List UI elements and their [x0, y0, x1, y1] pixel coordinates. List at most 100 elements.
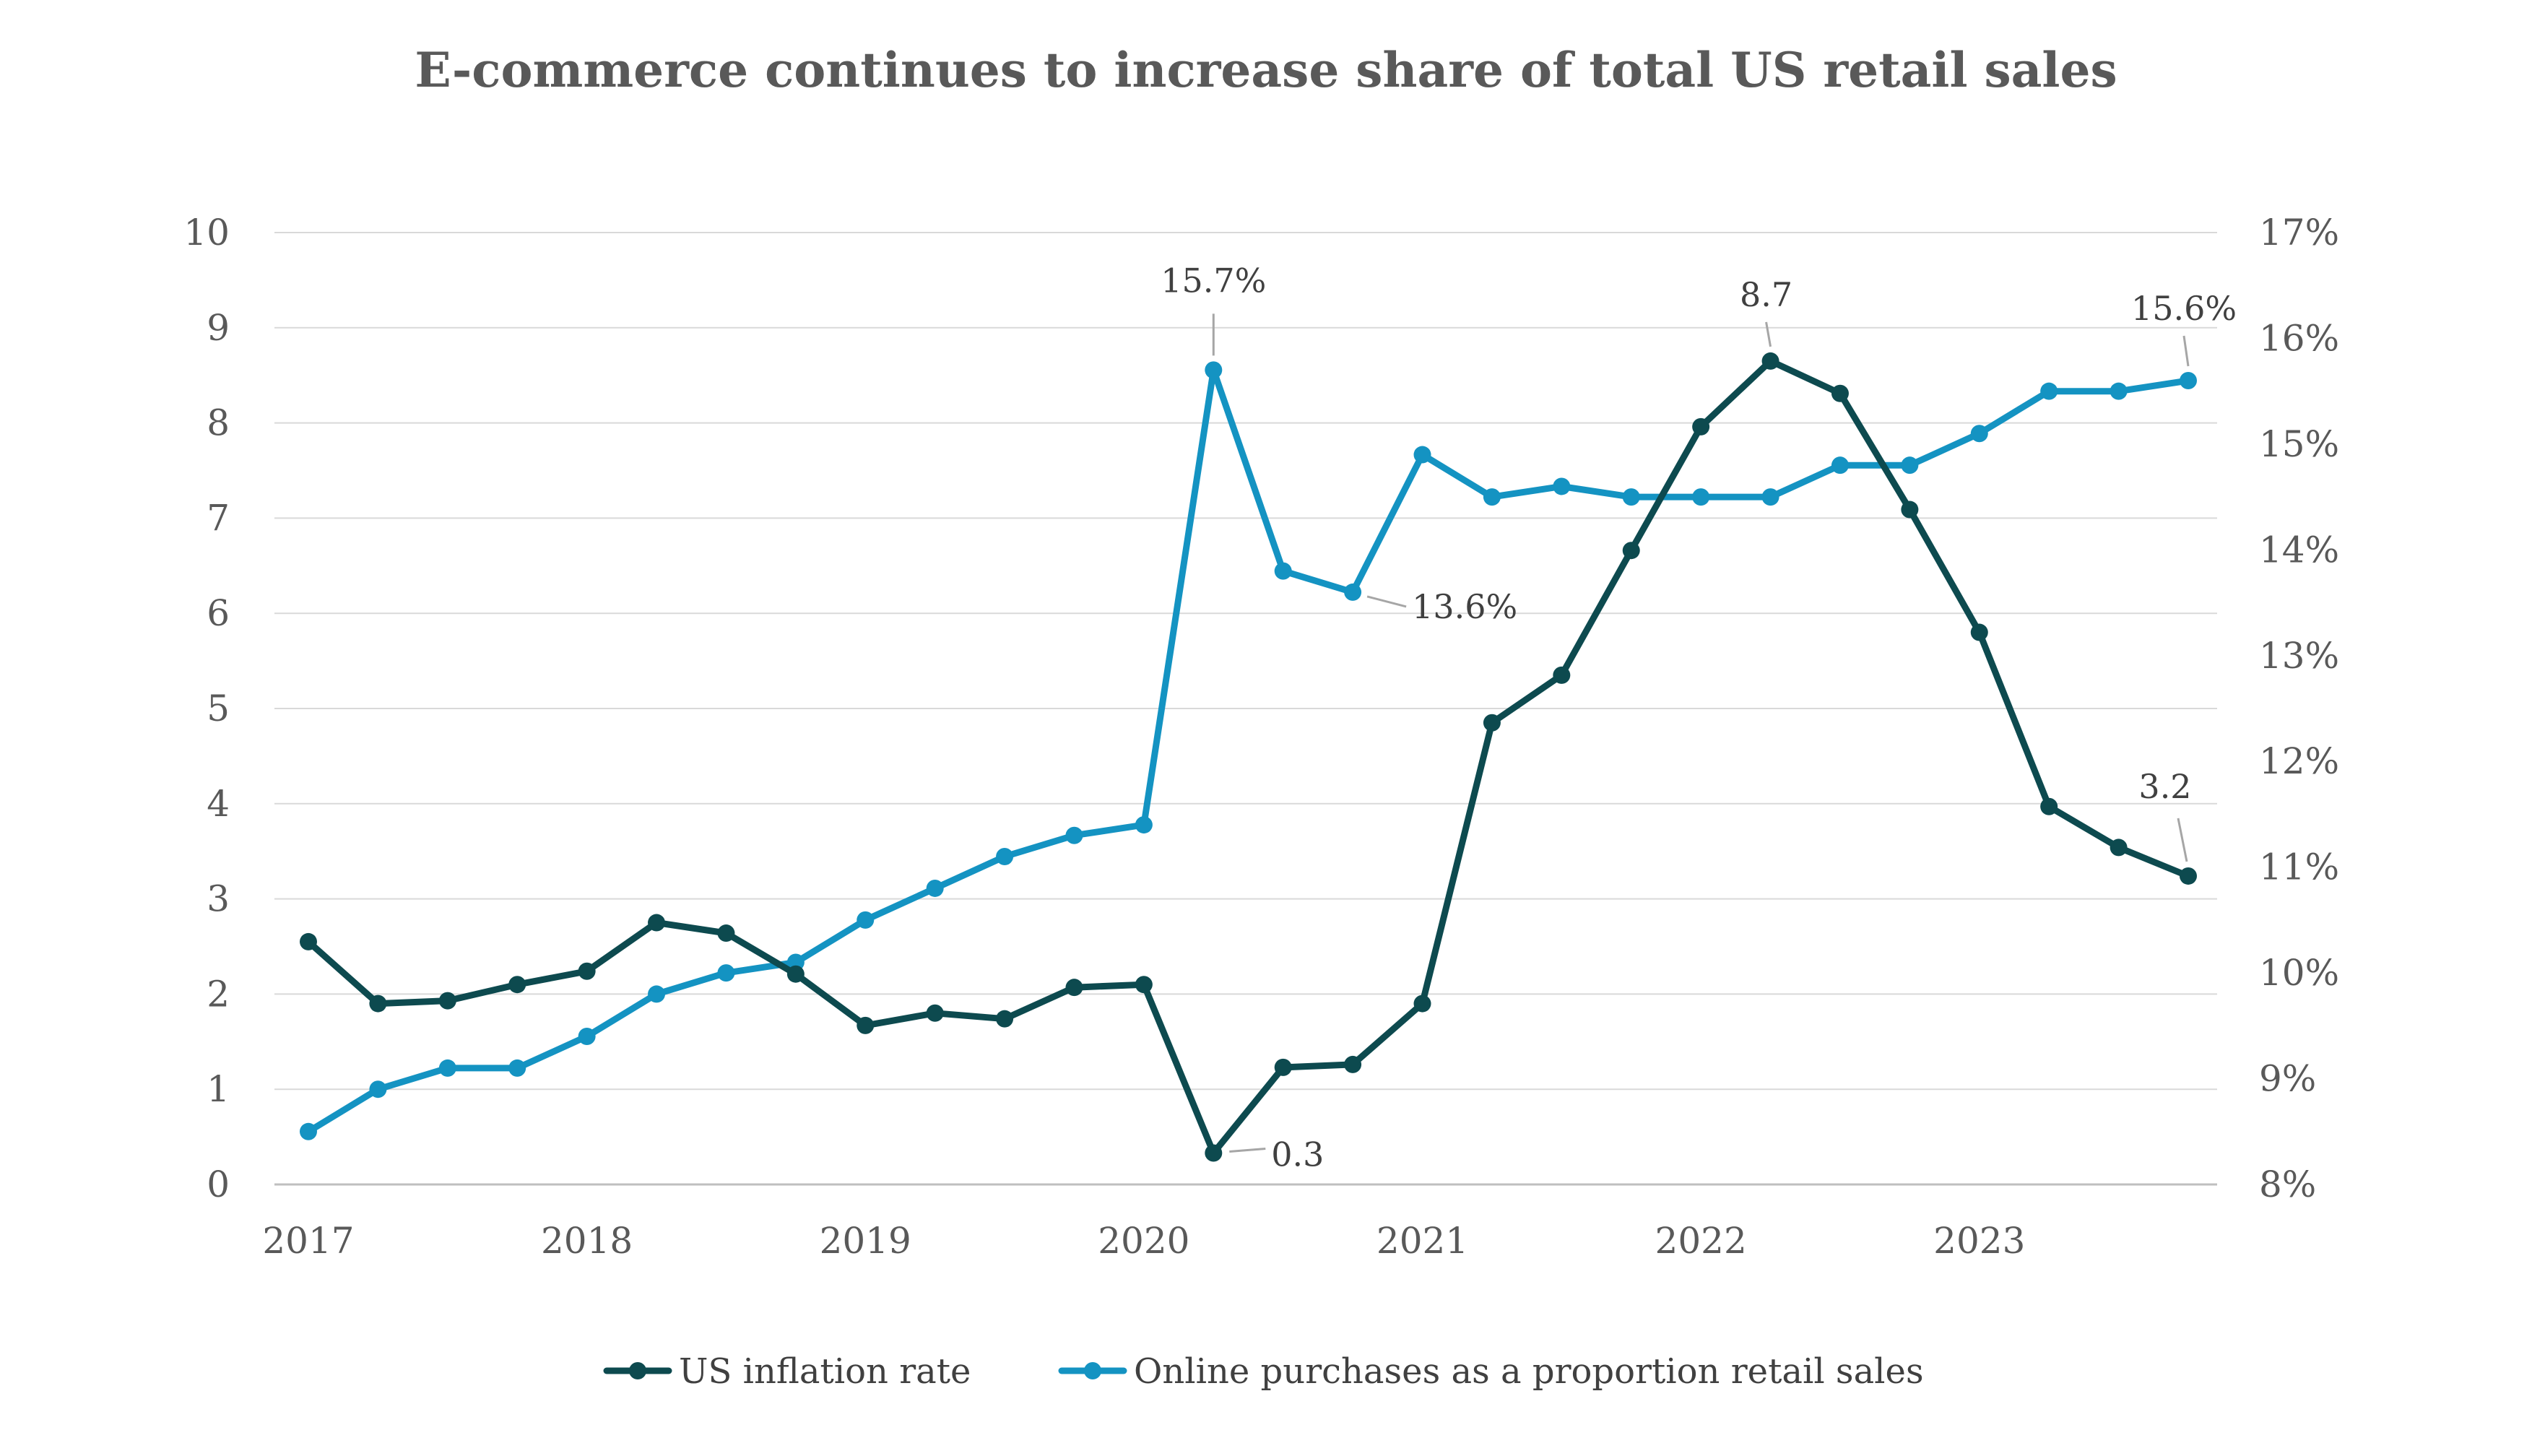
data-point	[1065, 826, 1083, 844]
annotation-leader-line	[1229, 1148, 1266, 1153]
data-point	[438, 1059, 456, 1077]
data-point	[1622, 488, 1640, 506]
left-y-tick-label: 9	[207, 307, 230, 349]
x-tick-label: 2017	[262, 1220, 354, 1262]
data-point	[648, 985, 666, 1003]
data-point	[1205, 361, 1223, 379]
data-point	[1761, 352, 1779, 370]
x-tick-label: 2020	[1098, 1220, 1189, 1262]
data-point	[717, 964, 735, 982]
data-point	[1831, 456, 1849, 474]
data-point	[508, 976, 526, 994]
data-point	[717, 924, 735, 942]
right-y-tick-label: 11%	[2259, 846, 2339, 888]
series-us-inflation-rate	[300, 352, 2197, 1162]
data-point	[1344, 1055, 1362, 1073]
annotation-leader-line	[1765, 321, 1772, 347]
data-point	[2040, 382, 2058, 400]
right-y-tick-label: 14%	[2259, 529, 2339, 571]
data-point	[2110, 838, 2128, 857]
legend-label: US inflation rate	[679, 1351, 971, 1392]
annotation-leader-line	[2182, 335, 2190, 367]
right-y-tick-label: 8%	[2259, 1164, 2316, 1205]
data-label: 15.6%	[2131, 289, 2237, 328]
data-point	[369, 994, 387, 1013]
data-point	[1901, 456, 1919, 474]
data-point	[1344, 583, 1362, 601]
right-y-tick-label: 16%	[2259, 317, 2339, 359]
data-point	[300, 1122, 317, 1140]
data-point	[578, 1027, 596, 1045]
data-point	[1901, 500, 1919, 519]
data-point	[1831, 384, 1849, 402]
left-y-tick-label: 7	[207, 497, 230, 539]
data-point	[1274, 562, 1292, 580]
x-tick-label: 2018	[541, 1220, 633, 1262]
legend-swatch-marker	[1084, 1362, 1101, 1379]
data-point	[1692, 417, 1710, 436]
left-y-tick-label: 2	[207, 973, 230, 1015]
series-layer	[300, 352, 2197, 1162]
data-point	[1135, 976, 1153, 994]
left-y-tick-label: 0	[207, 1164, 230, 1205]
left-y-tick-label: 8	[207, 402, 230, 444]
data-point	[1135, 816, 1153, 834]
left-y-tick-label: 5	[207, 688, 230, 729]
data-point	[857, 911, 875, 929]
right-y-tick-label: 17%	[2259, 212, 2339, 254]
data-label: 13.6%	[1412, 587, 1517, 626]
data-point	[2110, 382, 2128, 400]
left-y-axis: 0 1 2 3 4 5 6 7 8 9 10	[183, 212, 230, 1205]
left-y-tick-label: 10	[183, 212, 230, 254]
data-label: 3.2	[2138, 767, 2191, 806]
data-point	[1761, 488, 1779, 506]
data-point	[1970, 425, 1988, 443]
annotation-leader-line	[1366, 595, 1407, 608]
left-y-tick-label: 4	[207, 783, 230, 825]
x-tick-label: 2023	[1933, 1220, 2025, 1262]
legend-item: Online purchases as a proportion retail …	[1058, 1351, 1924, 1392]
data-point	[2040, 797, 2058, 815]
data-point	[857, 1016, 875, 1034]
data-point	[1970, 623, 1988, 641]
data-point	[1274, 1058, 1292, 1076]
legend-label: Online purchases as a proportion retail …	[1134, 1351, 1924, 1392]
right-y-tick-label: 15%	[2259, 423, 2339, 465]
data-point	[2180, 372, 2197, 390]
left-y-tick-label: 3	[207, 878, 230, 920]
annotation-layer: 15.7% 13.6% 15.6% 0.3 8.7 3.2	[1161, 261, 2237, 1174]
data-point	[786, 965, 805, 983]
data-point	[578, 962, 596, 980]
series-line	[305, 366, 2192, 1135]
data-point	[996, 848, 1014, 866]
legend-swatch-marker	[629, 1362, 646, 1379]
data-point	[1413, 994, 1431, 1013]
data-label: 8.7	[1740, 275, 1792, 314]
data-point	[1483, 714, 1501, 732]
data-point	[648, 914, 666, 932]
right-y-tick-label: 10%	[2259, 952, 2339, 994]
data-point	[508, 1059, 526, 1077]
legend-item: US inflation rate	[603, 1351, 971, 1392]
gridlines	[274, 232, 2217, 1186]
data-point	[300, 932, 317, 950]
data-point	[926, 879, 944, 897]
data-label: 15.7%	[1161, 261, 1266, 300]
x-tick-label: 2019	[820, 1220, 911, 1262]
data-point	[1483, 488, 1501, 506]
data-label: 0.3	[1271, 1135, 1324, 1174]
data-point	[1205, 1144, 1223, 1162]
right-y-axis: 8% 9% 10% 11% 12% 13% 14% 15% 16% 17%	[2259, 212, 2339, 1205]
data-point	[926, 1004, 944, 1022]
right-y-tick-label: 13%	[2259, 635, 2339, 677]
data-point	[438, 992, 456, 1010]
x-tick-label: 2021	[1376, 1220, 1468, 1262]
left-y-tick-label: 1	[207, 1068, 230, 1110]
data-point	[1553, 477, 1571, 495]
x-axis: 2017 2018 2019 2020 2021 2022 2023	[262, 1220, 2025, 1262]
x-tick-label: 2022	[1655, 1220, 1747, 1262]
data-point	[1622, 542, 1640, 560]
data-point	[1692, 488, 1710, 506]
left-y-tick-label: 6	[207, 592, 230, 634]
